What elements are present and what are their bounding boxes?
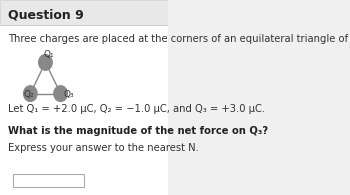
Circle shape (54, 86, 67, 101)
Circle shape (23, 86, 37, 101)
FancyBboxPatch shape (0, 25, 168, 26)
FancyBboxPatch shape (0, 0, 168, 25)
Text: Let Q₁ = +2.0 μC, Q₂ = −1.0 μC, and Q₃ = +3.0 μC.: Let Q₁ = +2.0 μC, Q₂ = −1.0 μC, and Q₃ =… (8, 104, 266, 114)
Text: Q₁: Q₁ (43, 50, 54, 59)
Text: Q₃: Q₃ (64, 90, 75, 99)
FancyBboxPatch shape (0, 0, 168, 195)
Text: Q₂: Q₂ (24, 90, 35, 99)
Text: Three charges are placed at the corners of an equilateral triangle of side lengt: Three charges are placed at the corners … (8, 34, 350, 44)
Text: What is the magnitude of the net force on Q₃?: What is the magnitude of the net force o… (8, 126, 268, 136)
Text: Question 9: Question 9 (8, 8, 84, 21)
FancyBboxPatch shape (13, 174, 84, 187)
Text: Express your answer to the nearest N.: Express your answer to the nearest N. (8, 143, 199, 153)
Circle shape (39, 55, 52, 70)
